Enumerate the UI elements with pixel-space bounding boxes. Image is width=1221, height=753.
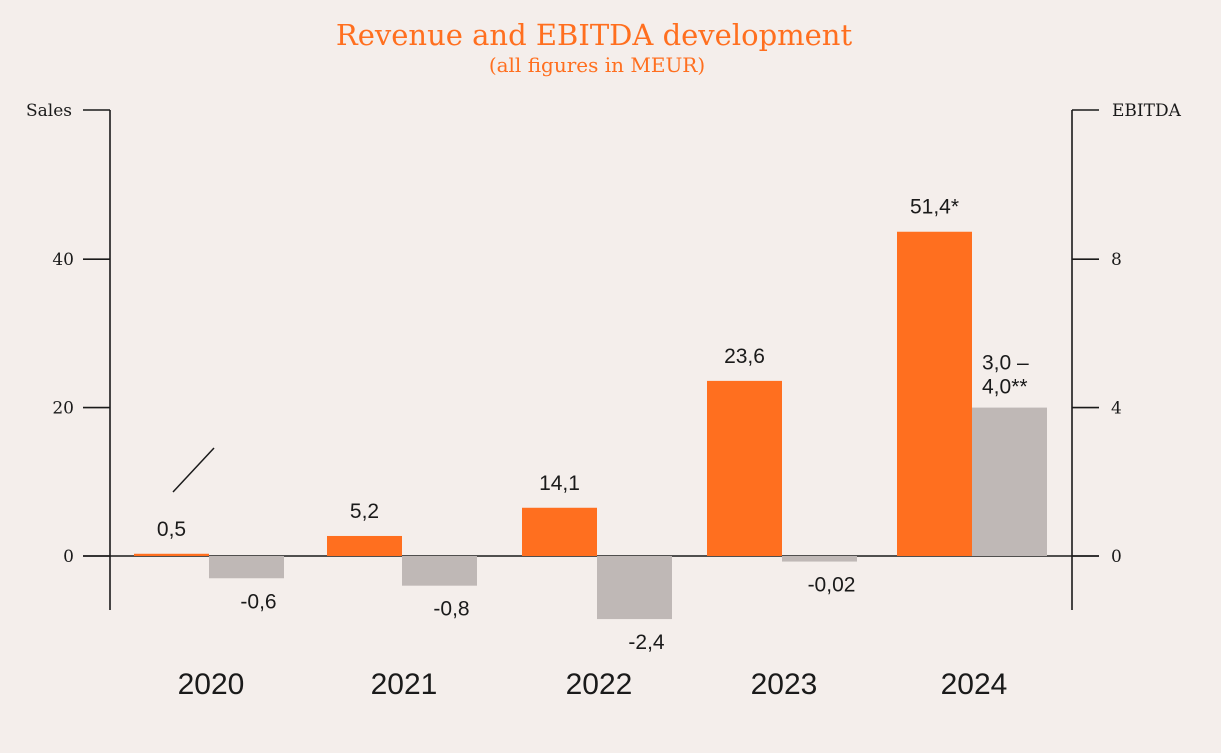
ebitda-label-line-2021-0: -0,8: [433, 598, 469, 621]
bars-group: [134, 231, 1047, 620]
left-tick-label-1: 20: [52, 399, 74, 419]
ebitda-bar-2024: [972, 407, 1047, 556]
ebitda-label-2023: -0,02: [808, 574, 856, 597]
sales-bar-2021: [327, 535, 402, 556]
category-label-2020: 2020: [178, 668, 245, 701]
ebitda-bar-2021: [402, 556, 477, 586]
ebitda-label-line-2024-1: 4,0**: [982, 376, 1028, 399]
ebitda-bar-2020: [209, 556, 284, 579]
right-tick-label-0: 0: [1111, 547, 1122, 567]
sales-bar-2020: [134, 553, 209, 556]
right-tick-label-1: 4: [1111, 399, 1122, 419]
left-axis-label: Sales: [26, 101, 72, 121]
category-label-2022: 2022: [566, 668, 633, 701]
ebitda-label-2022: -2,4: [628, 631, 665, 654]
ebitda-label-line-2024-0: 3,0 –: [982, 352, 1029, 375]
right-tick-label-2: 8: [1111, 250, 1122, 270]
sales-label-2020: 0,5: [157, 518, 186, 541]
category-label-2024: 2024: [941, 668, 1008, 701]
sales-label-2023: 23,6: [724, 345, 765, 368]
ebitda-label-line-2020-0: -0,6: [240, 590, 276, 613]
left-tick-label-0: 0: [63, 547, 74, 567]
sales-bar-2024: [897, 231, 972, 556]
category-labels-group: 2020 2021 2022 2023 2024: [178, 668, 1008, 701]
category-label-2021: 2021: [371, 668, 438, 701]
ebitda-bar-2022: [597, 556, 672, 620]
left-tick-label-2: 40: [52, 250, 74, 270]
ebitda-label-2024: 3,0 –4,0**: [982, 352, 1029, 399]
sales-bar-2023: [707, 380, 782, 556]
ebitda-bar-2023: [782, 556, 857, 562]
sales-label-2022: 14,1: [539, 472, 580, 495]
value-labels-group: 0,5 -0,6 5,2 -0,8 14,1 -2,4 23,6 -0,02 51,4* 3,0 …: [157, 196, 1029, 654]
sales-label-2021: 5,2: [350, 500, 379, 523]
sales-bar-2022: [522, 507, 597, 556]
right-axis-label: EBITDA: [1112, 101, 1182, 121]
ebitda-label-line-2022-0: -2,4: [628, 631, 665, 654]
break-mark-2020: [172, 447, 215, 493]
chart-subtitle: (all figures in MEUR): [489, 53, 705, 77]
chart-title: Revenue and EBITDA development: [336, 18, 853, 52]
category-label-2023: 2023: [751, 668, 818, 701]
ebitda-label-2020: -0,6: [240, 590, 276, 613]
ebitda-label-2021: -0,8: [433, 598, 469, 621]
sales-label-2024: 51,4*: [910, 196, 959, 219]
ebitda-label-line-2023-0: -0,02: [808, 574, 856, 597]
